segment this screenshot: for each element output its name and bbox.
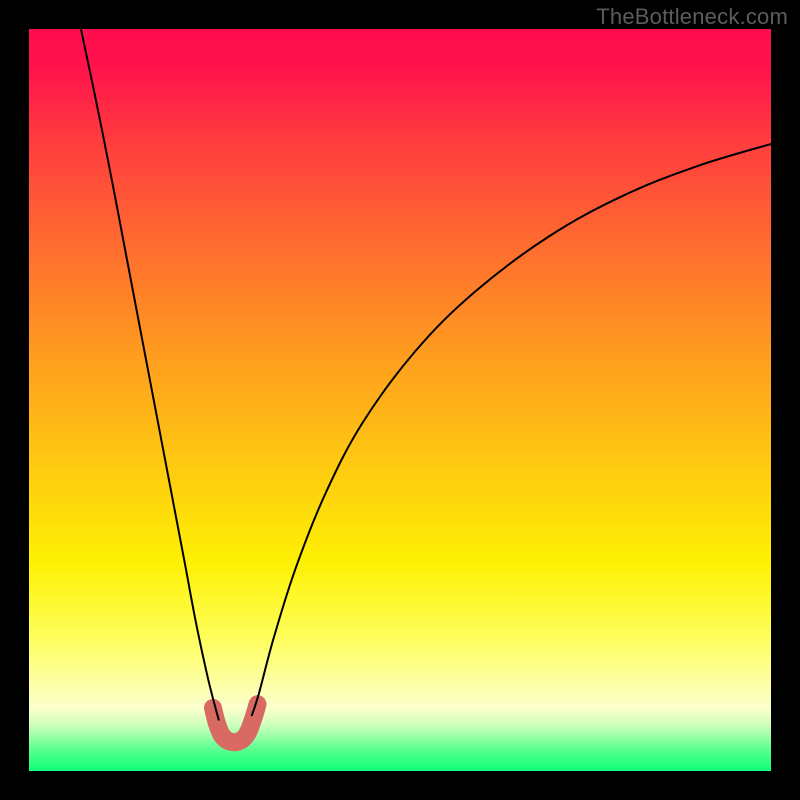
plot-area [29,29,771,771]
bottleneck-curve-chart [29,29,771,771]
chart-container: TheBottleneck.com [0,0,800,800]
gradient-background [29,29,771,771]
watermark-text: TheBottleneck.com [596,4,788,30]
